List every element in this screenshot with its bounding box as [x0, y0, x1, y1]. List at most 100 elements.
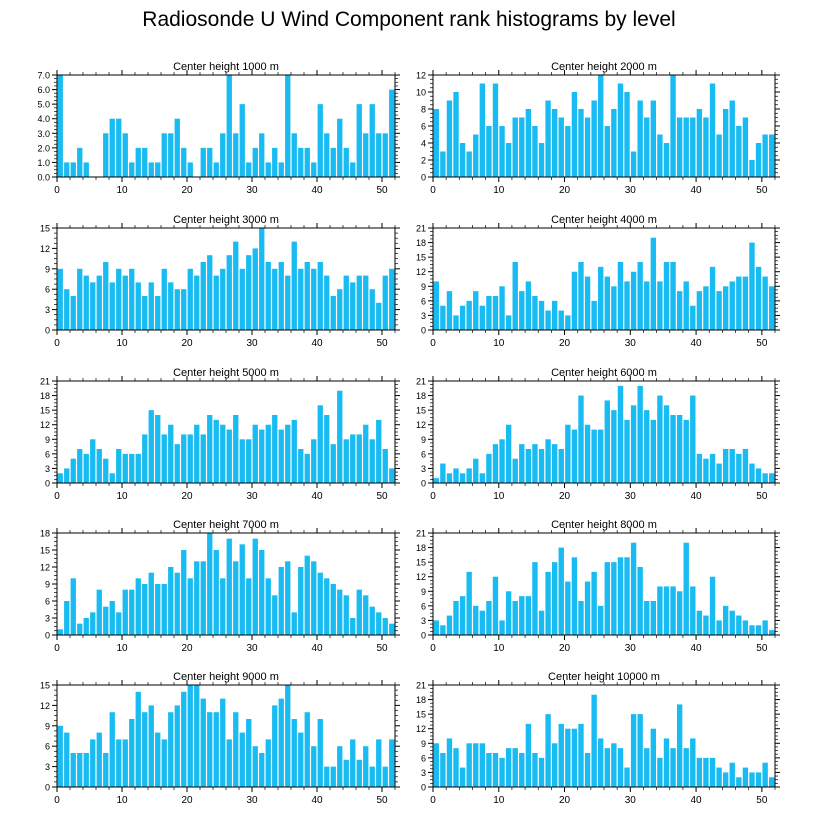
bar: [578, 262, 584, 330]
bar: [311, 561, 317, 635]
bar: [571, 271, 578, 330]
bar: [337, 589, 343, 635]
bar: [252, 746, 258, 787]
bar: [57, 725, 63, 787]
bar: [291, 612, 297, 635]
bar: [611, 109, 617, 177]
bar: [565, 728, 571, 787]
bar: [591, 100, 597, 177]
bar: [657, 757, 663, 787]
bar: [446, 473, 453, 483]
y-tick-label: 18: [416, 695, 426, 705]
bar: [168, 424, 174, 483]
bar: [200, 147, 206, 177]
bar: [565, 126, 571, 177]
bar: [298, 147, 304, 177]
bar: [762, 762, 768, 787]
y-tick-label: 3: [45, 305, 50, 315]
bar: [696, 291, 703, 330]
bar: [350, 739, 356, 787]
bar: [317, 405, 323, 483]
bar: [624, 281, 630, 330]
bar: [168, 133, 174, 177]
bar: [356, 434, 362, 483]
bar: [259, 133, 265, 177]
bar: [382, 133, 388, 177]
bar: [736, 126, 742, 177]
bar: [479, 743, 486, 787]
bar: [532, 753, 538, 787]
bar: [571, 557, 578, 635]
bar: [762, 134, 768, 177]
bar: [350, 434, 356, 483]
bar: [591, 429, 597, 483]
bar: [389, 268, 395, 330]
bar: [233, 415, 239, 483]
bar: [259, 753, 265, 787]
x-tick-label: 50: [756, 491, 768, 502]
bar: [683, 281, 689, 330]
bar: [168, 712, 174, 787]
panel-4: Center height 4000 m 0 3 6 9 12 15 18 21 0 10 20 30 4…: [416, 214, 780, 349]
bar: [716, 291, 722, 330]
bar: [749, 242, 755, 330]
bar: [578, 395, 584, 483]
x-tick-label: 30: [246, 185, 258, 196]
bar: [545, 310, 551, 330]
figure-title: Radiosonde U Wind Component rank histogr…: [142, 8, 676, 31]
bar: [650, 419, 657, 483]
bar: [742, 620, 749, 635]
bar: [168, 567, 174, 635]
bar: [181, 147, 187, 177]
bar: [122, 739, 128, 787]
bar: [96, 449, 102, 483]
bar: [551, 743, 558, 787]
bar: [57, 473, 63, 483]
bar: [644, 748, 650, 787]
bar: [272, 147, 278, 177]
x-tick-label: 0: [430, 491, 436, 502]
bar: [657, 281, 663, 330]
bar: [650, 100, 657, 177]
bar: [252, 538, 258, 635]
bar: [762, 473, 768, 483]
bar: [187, 685, 193, 787]
bar: [650, 601, 657, 635]
bar: [670, 748, 676, 787]
bar: [343, 595, 349, 635]
bar: [161, 739, 167, 787]
y-tick-label: 6: [421, 753, 426, 763]
x-tick-label: 20: [559, 338, 571, 349]
y-tick-label: 12: [40, 244, 50, 254]
y-tick-label: 2.0: [37, 143, 50, 153]
bar: [466, 743, 472, 787]
bar: [64, 601, 70, 635]
bar: [446, 738, 453, 787]
y-tick-label: 9: [421, 435, 426, 445]
bar: [742, 276, 749, 330]
bar: [135, 691, 141, 787]
bar: [644, 410, 650, 483]
y-tick-label: 12: [416, 267, 426, 277]
bar: [324, 578, 330, 635]
bar: [109, 473, 115, 483]
panel-7: Center height 7000 m 0 3 6 9 12 15 18 0 10 20 30 40 5…: [40, 519, 400, 654]
bar: [278, 429, 284, 483]
bar: [769, 134, 775, 177]
y-tick-label: 9: [45, 264, 50, 274]
y-tick-label: 6: [45, 742, 50, 752]
bar: [330, 296, 336, 330]
bar: [722, 109, 729, 177]
bar: [213, 419, 219, 483]
bar: [64, 468, 70, 483]
bar: [129, 162, 135, 177]
bar: [630, 271, 637, 330]
panel-8: Center height 8000 m 0 3 6 9 12 15 18 21 0 10 20 30 4…: [416, 519, 780, 654]
bar: [382, 449, 388, 483]
bar: [363, 595, 369, 635]
x-tick-label: 40: [311, 185, 323, 196]
bar: [96, 275, 102, 330]
bar: [343, 759, 349, 787]
bar: [369, 439, 375, 483]
y-tick-label: 15: [40, 406, 50, 416]
